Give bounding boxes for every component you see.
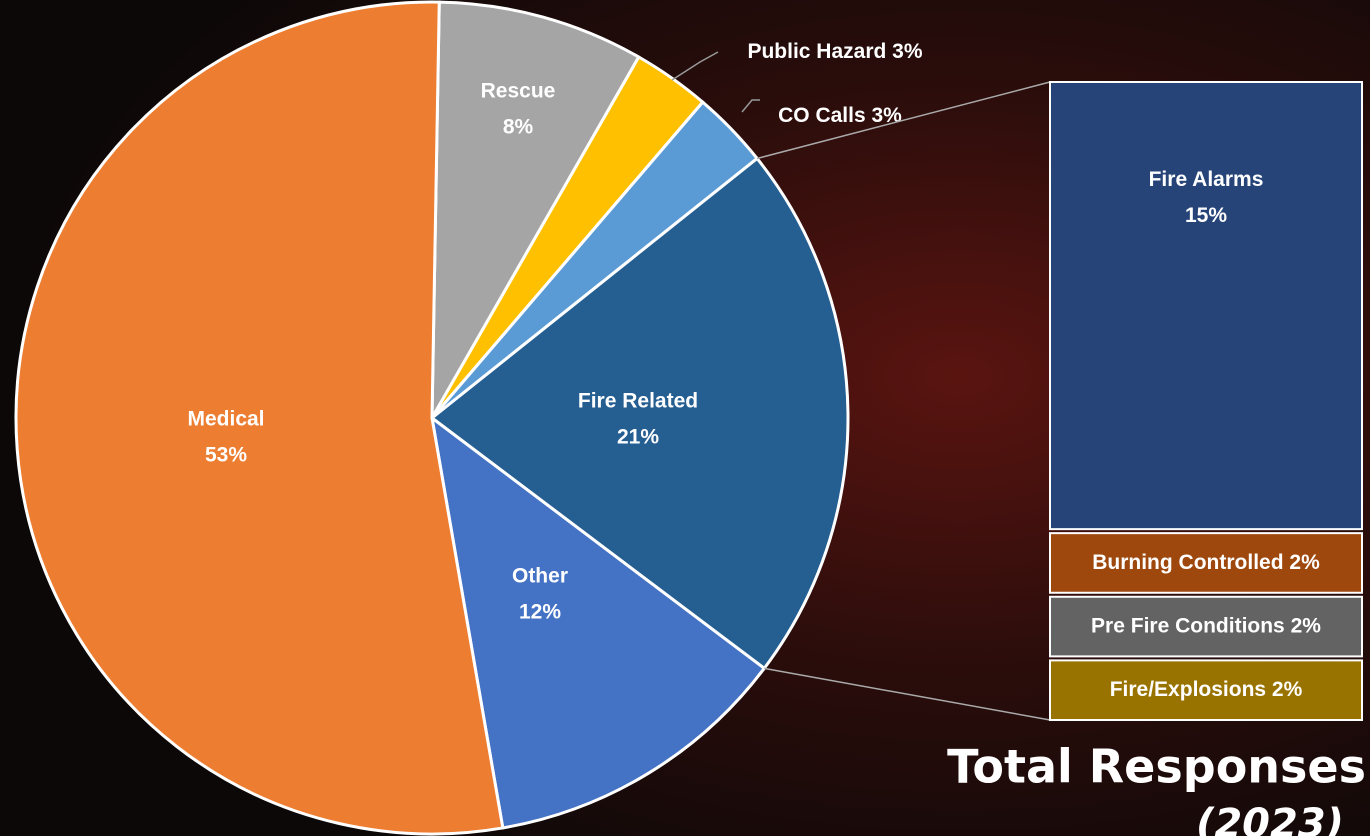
value-label: 2% xyxy=(1291,614,1322,637)
connector-line xyxy=(764,667,1051,721)
value-label: 3% xyxy=(872,104,903,127)
category-label: Medical xyxy=(187,408,264,431)
pie-slice xyxy=(14,0,505,836)
data-label: Public Hazard 3% xyxy=(747,40,922,63)
pie-slice xyxy=(429,414,767,830)
value-label: 2% xyxy=(1272,678,1303,701)
category-label: Fire Alarms xyxy=(1149,168,1264,191)
connector-line xyxy=(756,81,1051,160)
bar-segment xyxy=(1049,81,1363,531)
category-label: Other xyxy=(512,565,568,588)
value-label: 3% xyxy=(892,40,923,63)
bar-segment xyxy=(1049,659,1363,722)
bar-segment xyxy=(1049,532,1363,594)
category-label: Pre Fire Conditions xyxy=(1091,614,1285,637)
value-label: 2% xyxy=(1289,550,1320,573)
value-label: 8% xyxy=(503,116,534,139)
leader-line xyxy=(671,51,719,81)
category-label: Fire/Explosions xyxy=(1110,678,1266,701)
bar-segment xyxy=(1049,595,1363,658)
pie-slice xyxy=(430,0,641,419)
category-label: Public Hazard xyxy=(747,40,886,63)
pie-slice xyxy=(429,156,850,671)
value-label: 12% xyxy=(519,601,561,624)
chart-subtitle: (2023) xyxy=(1196,801,1344,836)
category-label: Fire Related xyxy=(578,390,698,413)
data-label: Pre Fire Conditions 2% xyxy=(1091,614,1321,637)
value-label: 15% xyxy=(1185,204,1227,227)
value-label: 53% xyxy=(205,444,247,467)
value-label: 21% xyxy=(617,426,659,449)
leader-line xyxy=(741,99,760,113)
chart-title: Total Responses xyxy=(947,740,1366,794)
data-label: Fire/Explosions 2% xyxy=(1110,678,1303,701)
category-label: Burning Controlled xyxy=(1092,550,1283,573)
data-label: Burning Controlled 2% xyxy=(1092,550,1320,573)
category-label: CO Calls xyxy=(778,104,866,127)
data-label: CO Calls 3% xyxy=(778,104,902,127)
category-label: Rescue xyxy=(481,80,556,103)
